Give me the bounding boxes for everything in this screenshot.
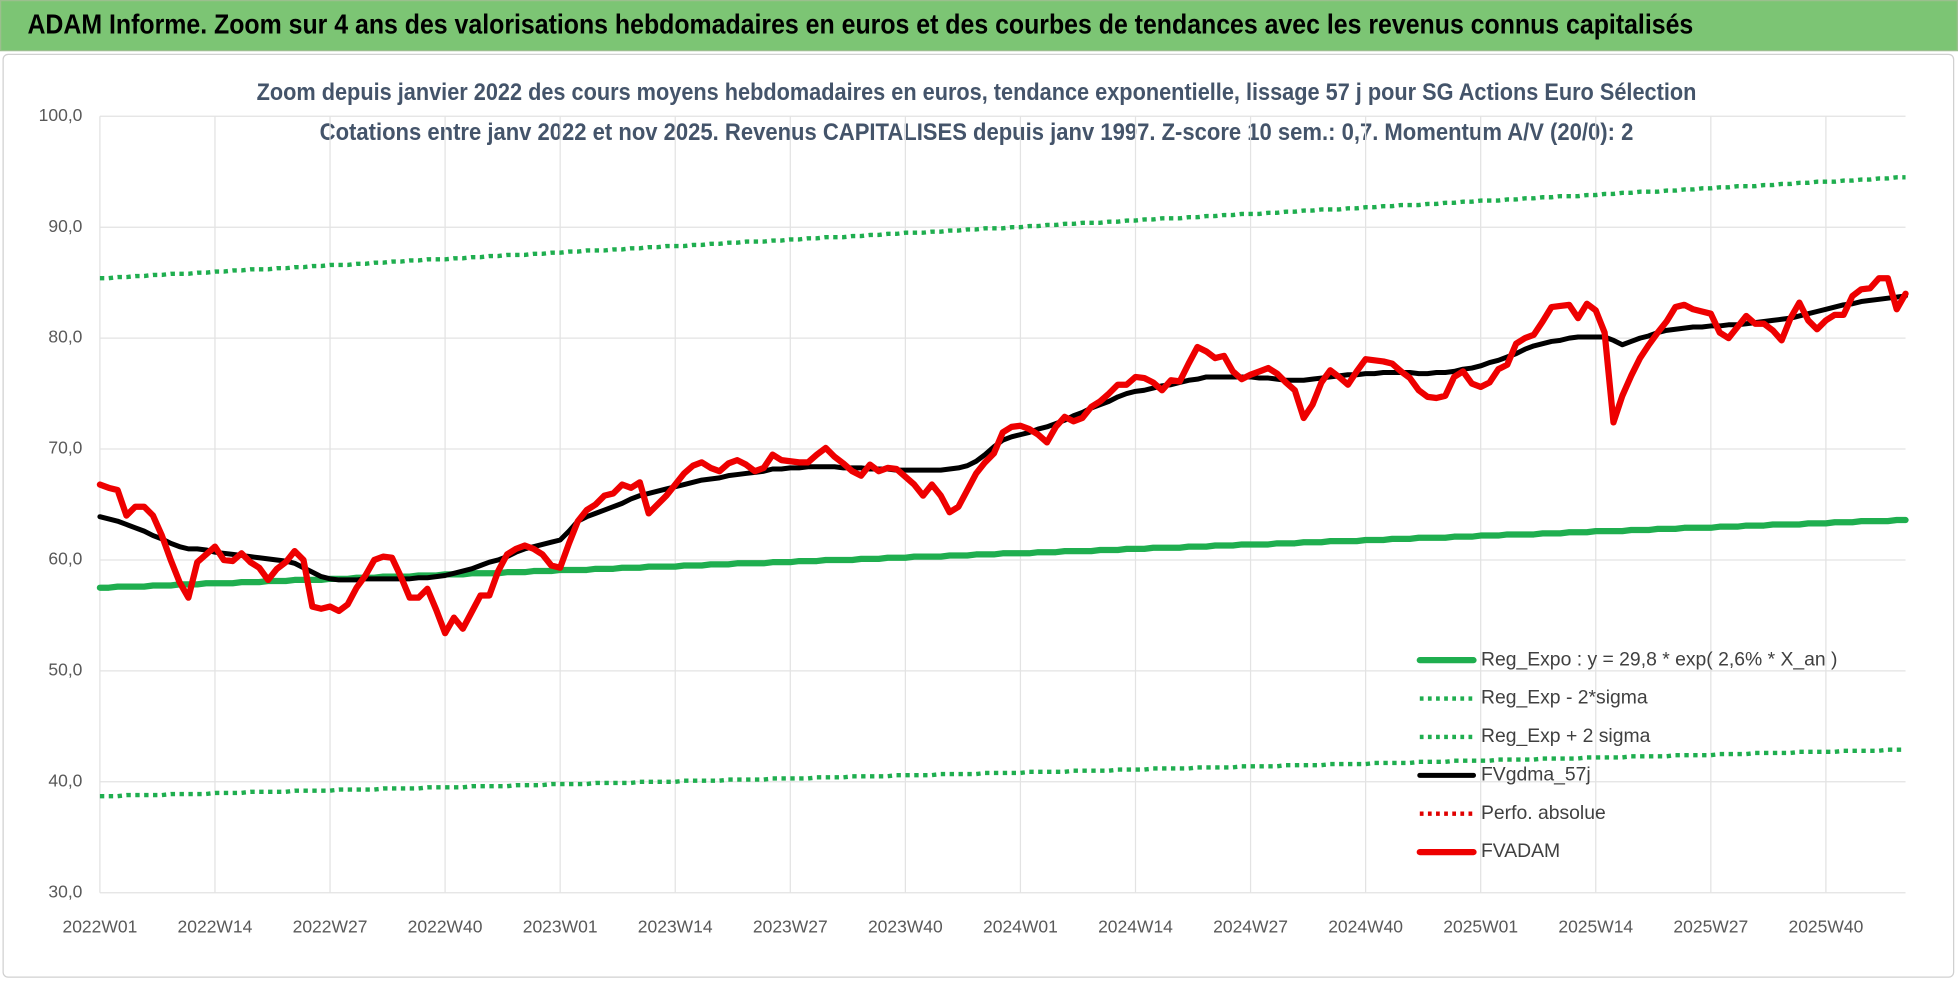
x-tick-label: 2023W01 xyxy=(523,916,598,936)
legend: Reg_Expo : y = 29,8 * exp( 2,6% * X_an )… xyxy=(1416,648,1838,862)
x-tick-label: 2025W40 xyxy=(1788,916,1863,936)
x-tick-label: 2024W40 xyxy=(1328,916,1403,936)
legend-label: Reg_Exp + 2 sigma xyxy=(1481,725,1651,747)
x-tick-label: 2022W27 xyxy=(293,916,368,936)
y-tick-label: 100,0 xyxy=(39,105,83,125)
y-tick-label: 90,0 xyxy=(48,216,82,236)
header-band xyxy=(0,0,1958,52)
series-line xyxy=(99,175,1906,281)
y-tick-label: 30,0 xyxy=(48,881,82,901)
x-tick-label: 2025W01 xyxy=(1443,916,1518,936)
y-tick-label: 60,0 xyxy=(48,549,82,569)
legend-label: Perfo. absolue xyxy=(1481,802,1606,824)
x-tick-label: 2022W14 xyxy=(178,916,253,936)
series-line xyxy=(96,275,1909,637)
x-tick-label: 2023W40 xyxy=(868,916,943,936)
x-tick-label: 2024W27 xyxy=(1213,916,1288,936)
x-tick-label: 2024W14 xyxy=(1098,916,1173,936)
legend-label: FVgdma_57j xyxy=(1481,763,1591,785)
y-tick-label: 40,0 xyxy=(48,770,82,790)
header-title: ADAM Informe. Zoom sur 4 ans des valoris… xyxy=(27,9,1693,40)
x-tick-label: 2022W40 xyxy=(408,916,483,936)
x-tick-label: 2023W14 xyxy=(638,916,713,936)
x-tick-label: 2023W27 xyxy=(753,916,828,936)
y-tick-label: 70,0 xyxy=(48,438,82,458)
legend-label: Reg_Expo : y = 29,8 * exp( 2,6% * X_an ) xyxy=(1481,648,1838,670)
legend-label: FVADAM xyxy=(1481,840,1560,862)
y-tick-label: 80,0 xyxy=(48,327,82,347)
x-tick-label: 2025W27 xyxy=(1673,916,1748,936)
y-tick-label: 50,0 xyxy=(48,660,82,680)
chart-frame xyxy=(2,53,1955,978)
legend-label: Reg_Exp - 2*sigma xyxy=(1481,687,1648,709)
x-tick-label: 2025W14 xyxy=(1558,916,1633,936)
chart-subtitle: Cotations entre janv 2022 et nov 2025. R… xyxy=(320,120,1634,146)
x-tick-label: 2024W01 xyxy=(983,916,1058,936)
chart-title: Zoom depuis janvier 2022 des cours moyen… xyxy=(257,80,1697,106)
x-tick-label: 2022W01 xyxy=(62,916,137,936)
